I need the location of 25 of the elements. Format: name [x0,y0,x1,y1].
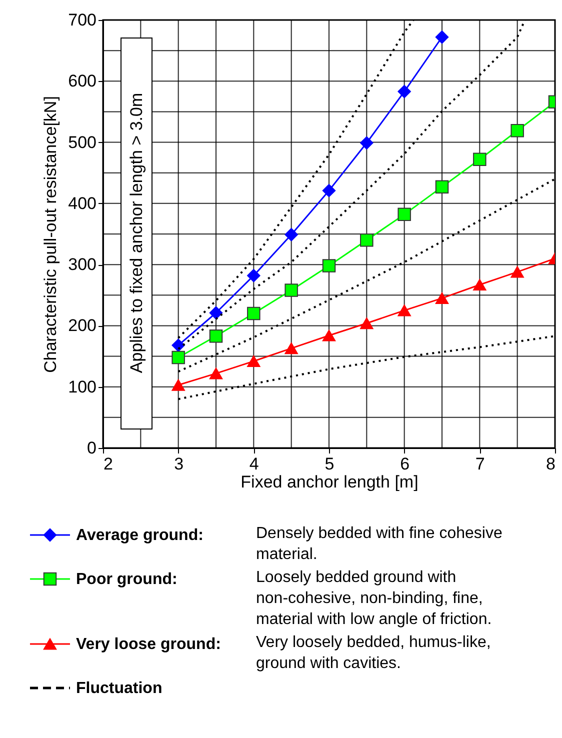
y-tick-label: 200 [68,316,96,336]
y-tick-label: 600 [68,72,96,91]
y-tick-label: 500 [68,132,96,152]
annotation: Applies to fixed anchor length > 3.0m [127,92,146,374]
x-tick-label: 8 [546,454,556,474]
x-tick-label: 7 [475,454,485,474]
legend-label: Average ground: [76,527,204,544]
y-tick-label: 300 [68,255,96,274]
x-tick-label: 5 [324,454,334,474]
text: Loosely bedded ground with non-cohesive, non-binding, fine, material with low angle of friction. [256,569,492,628]
x-axis-title: Fixed anchor length [m] [240,472,418,492]
legend-label: Fluctuation [76,680,162,697]
y-tick-label: 700 [68,10,96,30]
x-tick-label: 3 [174,454,184,474]
text: Very loosely bedded, humus-like, ground with cavities. [256,634,491,672]
y-axis-title: Characteristic pull-out resistance[kN] [41,96,60,373]
y-tick-label: 400 [68,194,96,213]
legend-label: Poor ground: [76,571,178,588]
y-tick-label: 0 [87,438,96,458]
x-tick-label: 2 [104,454,113,474]
text: Densely bedded with fine cohesive material. [256,525,502,563]
y-tick-label: 100 [68,377,96,396]
legend-label: Very loose ground: [76,636,221,653]
x-tick-label: 6 [400,454,410,474]
x-tick-label: 4 [249,454,259,474]
